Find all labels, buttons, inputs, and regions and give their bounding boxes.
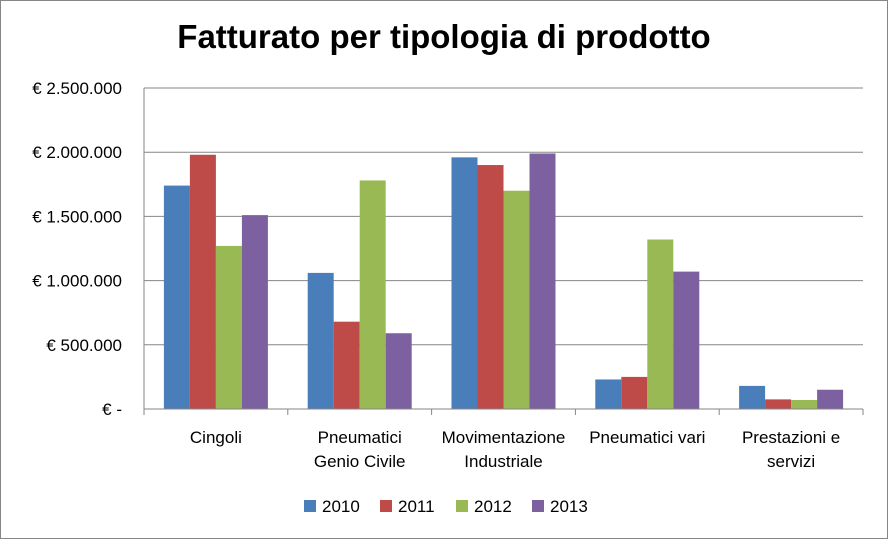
bar bbox=[477, 165, 504, 409]
y-tick-label: € 500.000 bbox=[46, 336, 122, 355]
bar bbox=[817, 389, 844, 409]
bar bbox=[215, 245, 242, 409]
bar bbox=[739, 385, 766, 409]
bar bbox=[595, 379, 622, 409]
bar bbox=[307, 272, 334, 409]
y-tick-label: € 2.000.000 bbox=[32, 143, 122, 162]
legend-swatch bbox=[456, 500, 468, 512]
x-tick-label: Pneumatici vari bbox=[589, 428, 705, 447]
y-tick-label: € 2.500.000 bbox=[32, 79, 122, 98]
legend-label: 2010 bbox=[322, 497, 360, 516]
bar bbox=[529, 153, 556, 409]
legend-swatch bbox=[532, 500, 544, 512]
y-tick-label: € 1.500.000 bbox=[32, 207, 122, 226]
legend-label: 2011 bbox=[398, 497, 435, 516]
x-tick-label: Pneumatici Genio Civile bbox=[314, 428, 406, 471]
bar bbox=[791, 400, 818, 409]
bar bbox=[385, 333, 412, 409]
legend-label: 2012 bbox=[474, 497, 512, 516]
bar bbox=[451, 157, 478, 409]
bar bbox=[241, 215, 268, 409]
y-tick-label: € 1.000.000 bbox=[32, 272, 122, 291]
legend-swatch bbox=[380, 500, 392, 512]
bar bbox=[673, 271, 700, 409]
bar bbox=[163, 185, 190, 409]
bar bbox=[621, 376, 648, 409]
bar bbox=[359, 180, 386, 409]
legend-label: 2013 bbox=[550, 497, 588, 516]
x-tick-label: Movimentazione Industriale bbox=[442, 428, 566, 471]
chart-title: Fatturato per tipologia di prodotto bbox=[177, 18, 711, 55]
bar bbox=[503, 190, 530, 409]
y-tick-label: € - bbox=[102, 400, 122, 419]
bar bbox=[765, 399, 792, 409]
bar bbox=[189, 154, 216, 409]
x-tick-label: Cingoli bbox=[190, 428, 242, 447]
x-tick-label: Prestazioni e servizi bbox=[742, 428, 840, 471]
bar bbox=[333, 321, 360, 409]
legend-swatch bbox=[304, 500, 316, 512]
bar bbox=[647, 239, 674, 409]
